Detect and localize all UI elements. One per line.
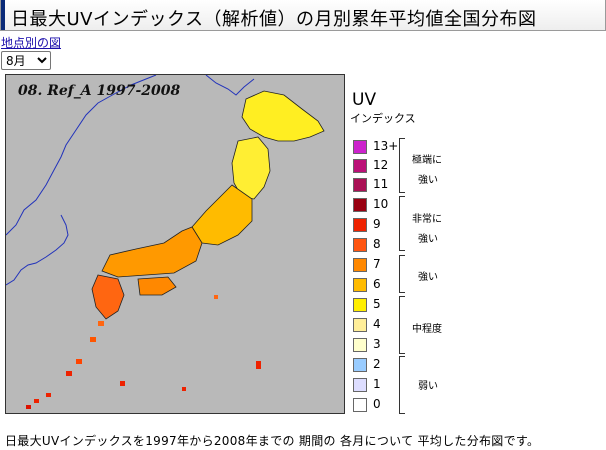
island-cell — [34, 399, 39, 403]
title-accent-mark — [1, 0, 5, 30]
category-high: 強い — [418, 272, 438, 283]
category-extreme-line2: 強い — [418, 175, 438, 186]
legend-value: 2 — [373, 357, 381, 371]
kansai-chugoku-region — [101, 226, 203, 278]
island-cell — [256, 361, 261, 369]
legend-swatch — [353, 198, 367, 212]
island-cell — [26, 405, 31, 409]
legend-value: 9 — [373, 217, 381, 231]
island-cell — [120, 381, 125, 386]
legend-title: UV — [352, 90, 377, 110]
category-bracket — [399, 138, 405, 193]
tohoku-region — [231, 136, 271, 200]
kanto-chubu-region — [191, 184, 253, 246]
legend-swatch — [353, 140, 367, 154]
island-cell — [98, 321, 104, 326]
legend-value: 3 — [373, 337, 381, 351]
hokkaido-region — [241, 90, 325, 142]
legend-value: 5 — [373, 297, 381, 311]
category-bracket — [399, 296, 405, 354]
legend-value: 0 — [373, 397, 381, 411]
continent-coastline — [6, 75, 157, 236]
legend-value: 7 — [373, 257, 381, 271]
legend-swatch — [353, 298, 367, 312]
island-cell — [90, 337, 96, 342]
legend-swatch — [353, 238, 367, 252]
legend-swatch — [353, 338, 367, 352]
legend-swatch — [353, 358, 367, 372]
island-cell — [46, 393, 51, 397]
legend-value: 12 — [373, 158, 389, 172]
kyushu-region — [91, 274, 125, 320]
japan-map-graphic — [6, 75, 325, 409]
category-low: 弱い — [418, 381, 438, 392]
legend-value: 10 — [373, 197, 389, 211]
category-bracket — [399, 356, 405, 414]
category-bracket — [399, 196, 405, 251]
map-caption: 日最大UVインデックスを1997年から2008年までの 期間の 各月について 平… — [5, 434, 540, 448]
korea-coastline — [6, 214, 69, 286]
category-very-high-line2: 強い — [418, 234, 438, 245]
category-extreme-line1: 極端に — [412, 155, 442, 166]
legend-swatch — [353, 278, 367, 292]
legend-value: 11 — [373, 177, 389, 191]
station-charts-link[interactable]: 地点別の図 — [1, 36, 62, 50]
shikoku-region — [137, 276, 177, 296]
page-title: 日最大UVインデックス（解析値）の月別累年平均値全国分布図 — [11, 9, 537, 30]
legend-value: 1 — [373, 377, 381, 391]
legend-value: 4 — [373, 317, 381, 331]
legend-swatch — [353, 178, 367, 192]
island-cell — [214, 295, 218, 299]
uv-distribution-map: 08. Ref_A 1997-2008 — [5, 74, 345, 414]
legend-swatch — [353, 159, 367, 173]
island-cell — [76, 359, 82, 364]
legend-value: 13+ — [373, 139, 399, 153]
sakhalin-coastline — [205, 75, 255, 96]
legend-swatch — [353, 378, 367, 392]
legend-value: 8 — [373, 237, 381, 251]
category-very-high-line1: 非常に — [412, 214, 442, 225]
island-cell — [182, 387, 186, 391]
legend-swatch — [353, 398, 367, 412]
legend-swatch — [353, 218, 367, 232]
title-bar: 日最大UVインデックス（解析値）の月別累年平均値全国分布図 — [0, 0, 606, 31]
map-label: 08. Ref_A 1997-2008 — [18, 83, 181, 99]
category-bracket — [399, 255, 405, 293]
island-cell — [66, 371, 72, 376]
legend-value: 6 — [373, 277, 381, 291]
legend-swatch — [353, 318, 367, 332]
legend-swatch — [353, 258, 367, 272]
category-moderate: 中程度 — [412, 324, 442, 335]
legend-subtitle: インデックス — [350, 112, 416, 125]
month-select[interactable]: 8月 — [1, 51, 51, 70]
